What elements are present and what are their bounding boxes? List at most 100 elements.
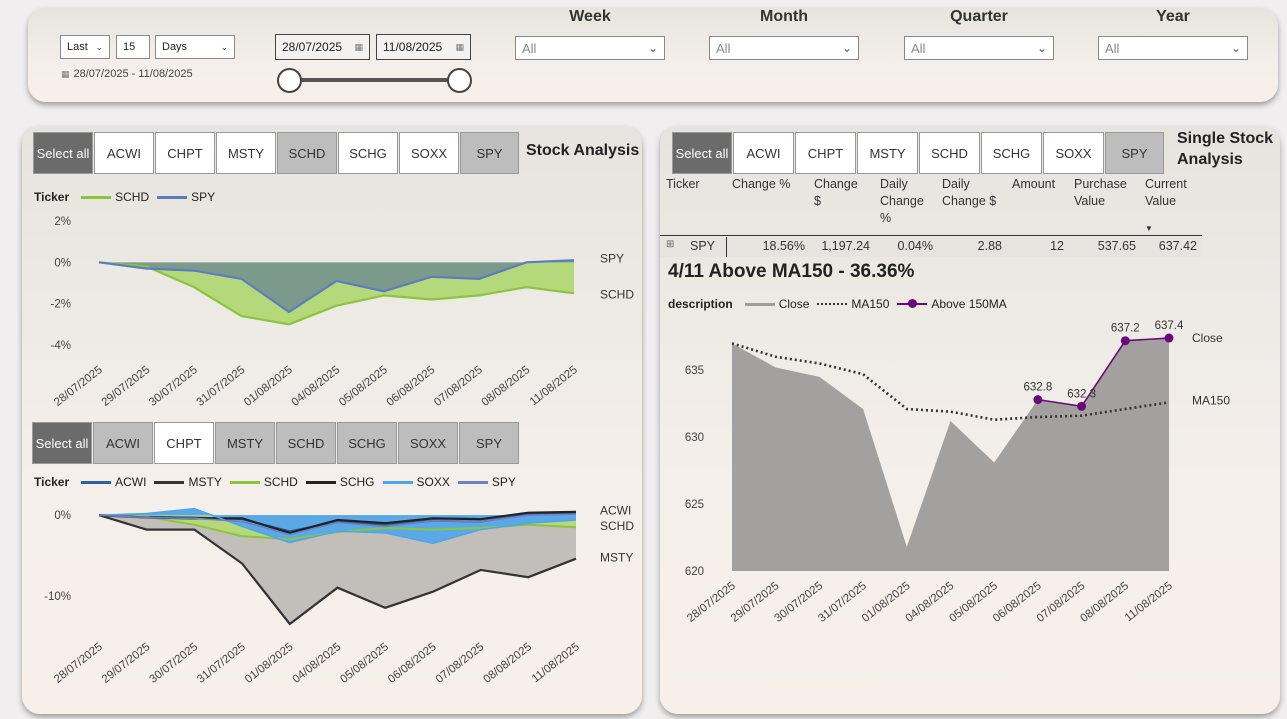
legend-item-spy: SPY	[491, 475, 516, 489]
date-to-value: 11/08/2025	[383, 40, 443, 54]
date-range-slider-start-handle[interactable]	[277, 68, 302, 93]
tab-schg[interactable]: SCHG	[337, 422, 397, 464]
tab-msty[interactable]: MSTY	[857, 132, 918, 174]
cell-daily-change-usd: 2.88	[977, 239, 1002, 253]
year-dropdown[interactable]: All ⌄	[1098, 36, 1248, 60]
tab-schg[interactable]: SCHG	[981, 132, 1042, 174]
holdings-table: Ticker Change % Change $ Daily Change % …	[660, 176, 1280, 257]
col-header-ticker[interactable]: Ticker	[666, 177, 700, 191]
calendar-icon: ▦	[455, 41, 464, 52]
tab-schg[interactable]: SCHG	[338, 132, 398, 174]
table-row[interactable]: ⊞ SPY 18.56% 1,197.24 0.04% 2.88 12 537.…	[660, 237, 1202, 257]
stock-analysis-chart[interactable]: 2% 0% -2% -4% 28/07/202529/07/202530/07/2025…	[22, 206, 642, 416]
row-divider	[726, 237, 727, 257]
legend-swatch-above-150ma	[897, 299, 928, 308]
end-label-schd: SCHD	[600, 287, 634, 301]
col-header-amount[interactable]: Amount	[1012, 177, 1056, 191]
legend-item-ma150: MA150	[851, 297, 890, 311]
tab-schd[interactable]: SCHD	[276, 422, 336, 464]
tab-soxx[interactable]: SOXX	[1043, 132, 1104, 174]
tab-acwi[interactable]: ACWI	[94, 132, 154, 174]
legend-label: Ticker	[34, 475, 70, 489]
tab-soxx[interactable]: SOXX	[399, 132, 459, 174]
single-stock-title: Single Stock Analysis	[1177, 130, 1274, 168]
col-header-change-pct[interactable]: Change %	[732, 177, 791, 191]
tab-spy[interactable]: SPY	[1105, 132, 1164, 174]
tab-acwi[interactable]: ACWI	[93, 422, 153, 464]
calendar-icon: ▦	[61, 68, 70, 79]
chevron-down-icon: ⌄	[95, 41, 103, 52]
col-header-daily-change-usd[interactable]: Daily Change $	[942, 177, 997, 208]
legend-swatch-ma150	[817, 303, 848, 305]
tab-soxx[interactable]: SOXX	[398, 422, 458, 464]
legend-item-msty: MSTY	[188, 475, 222, 489]
x-tick-label: 05/08/2025	[337, 364, 390, 409]
calendar-icon: ▦	[354, 41, 363, 52]
data-label: 632.3	[1067, 388, 1096, 400]
single-stock-chart[interactable]: 63563062562028/07/202529/07/202530/07/20…	[660, 320, 1280, 710]
series-line-ma150	[731, 342, 1170, 422]
multi-analysis-legend: Ticker ACWI MSTY SCHD SCHG SOXX SPY	[34, 475, 516, 489]
tab-spy[interactable]: SPY	[460, 132, 519, 174]
tab-select-all[interactable]: Select all	[32, 422, 92, 464]
tab-msty[interactable]: MSTY	[215, 422, 275, 464]
sort-descending-icon[interactable]: ▼	[1145, 224, 1153, 233]
cell-current-value: 637.42	[1158, 239, 1197, 253]
tab-msty[interactable]: MSTY	[216, 132, 276, 174]
expand-row-icon[interactable]: ⊞	[666, 239, 675, 250]
end-label-close: Close	[1192, 331, 1223, 345]
end-label-ma150: MA150	[1192, 393, 1230, 407]
chevron-down-icon: ⌄	[1230, 41, 1241, 55]
series-line-msty	[98, 514, 577, 626]
y-tick-label: -4%	[51, 340, 71, 352]
x-tick-label: 05/08/2025	[338, 641, 391, 686]
col-header-daily-change-pct[interactable]: Daily Change %	[880, 177, 924, 225]
tab-select-all[interactable]: Select all	[33, 132, 93, 174]
col-header-change-usd[interactable]: Change $	[814, 177, 858, 208]
single-stock-panel: Select all ACWI CHPT MSTY SCHD SCHG SOXX…	[660, 126, 1280, 714]
x-tick-label: 28/07/2025	[52, 364, 105, 409]
legend-item-close: Close	[778, 297, 810, 311]
tab-chpt[interactable]: CHPT	[795, 132, 856, 174]
x-tick-label: 08/08/2025	[1078, 580, 1131, 625]
legend-swatch-spy	[157, 195, 188, 199]
col-header-current-value[interactable]: Current Value	[1145, 177, 1187, 208]
tab-chpt[interactable]: CHPT	[155, 132, 215, 174]
end-label-schd: SCHD	[600, 519, 634, 533]
data-label: 637.2	[1111, 323, 1140, 335]
cell-ticker: SPY	[690, 239, 716, 253]
y-tick-label: 620	[685, 566, 704, 578]
y-tick-label: 0%	[54, 257, 71, 269]
tab-select-all[interactable]: Select all	[672, 132, 732, 174]
date-range-slider-track[interactable]	[290, 78, 460, 82]
relative-period-select[interactable]: Last ⌄	[60, 35, 110, 59]
tab-schd[interactable]: SCHD	[919, 132, 980, 174]
date-to-input[interactable]: 11/08/2025 ▦	[376, 34, 471, 60]
date-from-input[interactable]: 28/07/2025 ▦	[275, 34, 370, 60]
legend-item-spy: SPY	[191, 190, 216, 204]
relative-count-value: 15	[123, 41, 136, 53]
chevron-down-icon: ⌄	[647, 41, 658, 55]
month-dropdown[interactable]: All ⌄	[709, 36, 859, 60]
tab-schd[interactable]: SCHD	[277, 132, 337, 174]
multi-analysis-chart[interactable]: 0% -10% 28/07/202529/07/202530/07/202531/0…	[22, 494, 642, 712]
y-tick-label: -2%	[51, 299, 71, 311]
tab-acwi[interactable]: ACWI	[733, 132, 794, 174]
cell-change-usd: 1,197.24	[821, 239, 870, 253]
week-slicer-title: Week	[569, 8, 611, 25]
data-label: 632.8	[1024, 382, 1053, 394]
legend-item-schg: SCHG	[339, 475, 375, 489]
date-range-slider-end-handle[interactable]	[447, 68, 472, 93]
relative-count-input[interactable]: 15	[116, 35, 150, 59]
relative-unit-select[interactable]: Days ⌄	[155, 35, 235, 59]
legend-swatch-acwi	[81, 480, 112, 484]
x-tick-label: 06/08/2025	[386, 641, 439, 686]
tab-spy[interactable]: SPY	[459, 422, 519, 464]
y-tick-label: 625	[685, 499, 704, 511]
col-header-purchase-value[interactable]: Purchase Value	[1074, 177, 1127, 208]
tab-chpt[interactable]: CHPT	[154, 422, 214, 464]
x-tick-label: 30/07/2025	[147, 641, 200, 686]
cell-amount: 12	[1050, 239, 1064, 253]
week-dropdown[interactable]: All ⌄	[515, 36, 665, 60]
quarter-dropdown[interactable]: All ⌄	[904, 36, 1054, 60]
